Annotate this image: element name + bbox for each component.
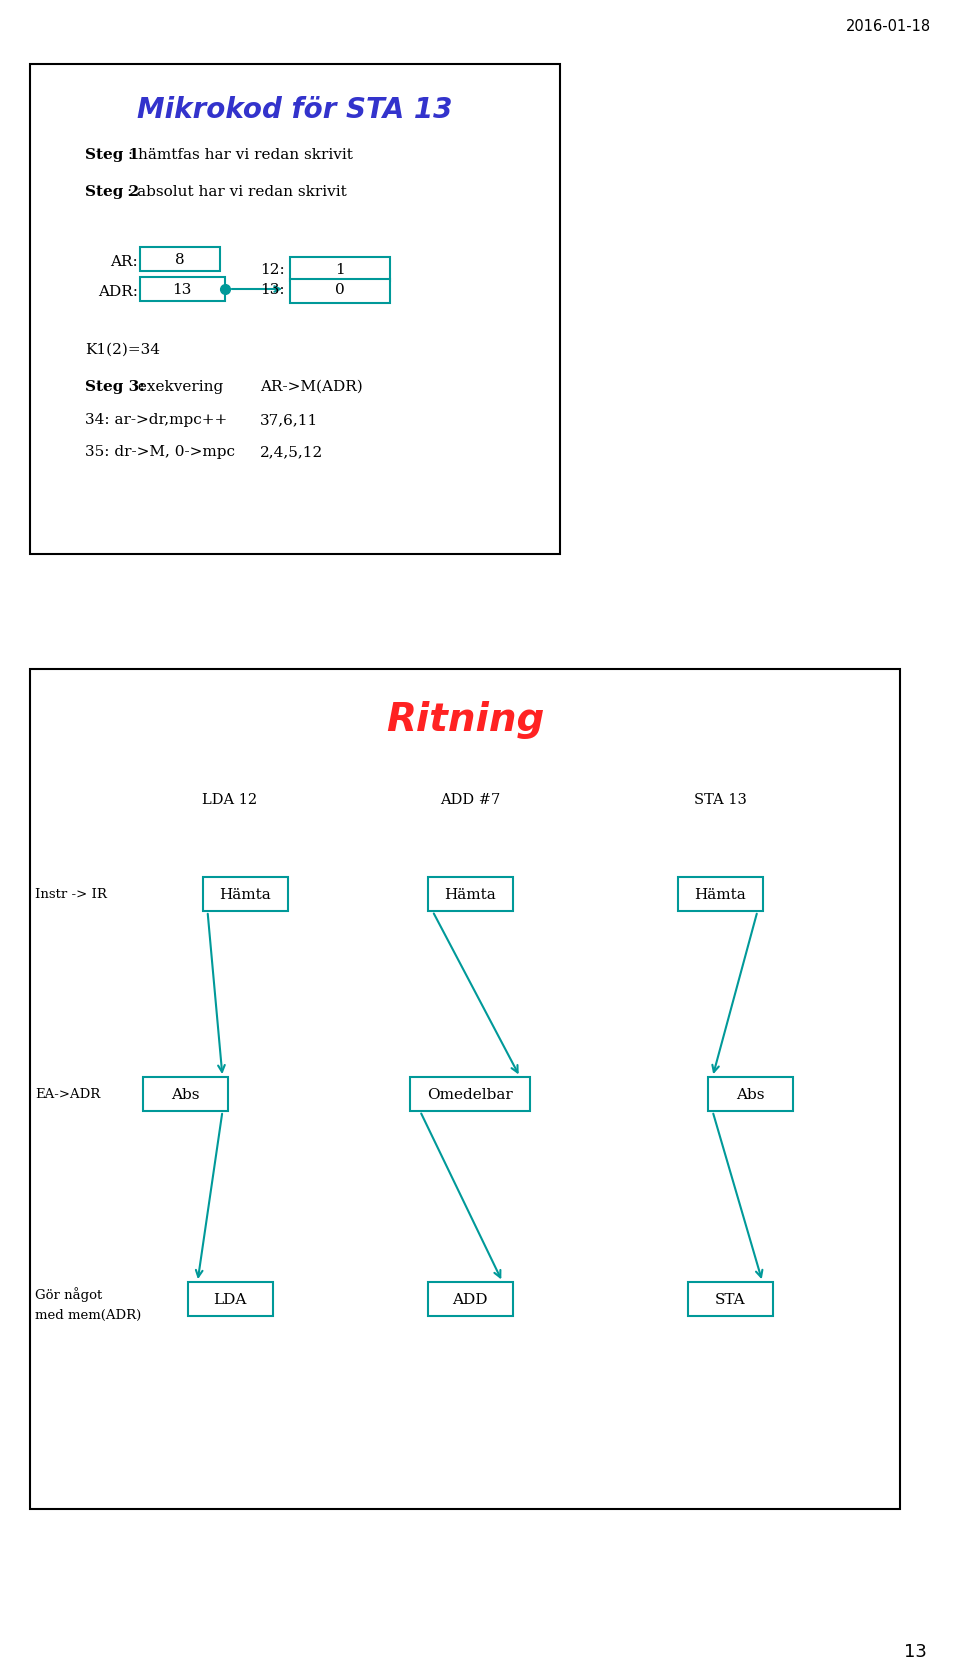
Text: Abs: Abs [171, 1087, 200, 1101]
Bar [203, 877, 287, 912]
Bar [410, 1077, 530, 1111]
Text: 37,6,11: 37,6,11 [260, 413, 319, 427]
Text: 13: 13 [172, 283, 192, 296]
Bar [140, 278, 225, 301]
Bar [687, 1282, 773, 1317]
Bar [142, 1077, 228, 1111]
Text: 34: ar->dr,mpc++: 34: ar->dr,mpc++ [85, 413, 228, 427]
Text: med mem(ADR): med mem(ADR) [35, 1308, 141, 1320]
Text: 2016-01-18: 2016-01-18 [846, 18, 931, 33]
Text: K1(2)=34: K1(2)=34 [85, 343, 160, 356]
Text: Mikrokod för STA 13: Mikrokod för STA 13 [137, 95, 453, 124]
Text: 8: 8 [175, 253, 185, 266]
Bar [290, 279, 390, 304]
Text: AR:: AR: [110, 254, 138, 269]
Text: exekvering: exekvering [133, 380, 224, 393]
Text: : hämtfas har vi redan skrivit: : hämtfas har vi redan skrivit [123, 147, 353, 162]
Bar [427, 877, 513, 912]
Text: 2,4,5,12: 2,4,5,12 [260, 445, 324, 458]
Text: Hämta: Hämta [219, 887, 271, 902]
Bar [427, 1282, 513, 1317]
Text: Instr -> IR: Instr -> IR [35, 888, 107, 902]
Text: Steg 1: Steg 1 [85, 147, 139, 162]
Bar [187, 1282, 273, 1317]
Text: 13: 13 [903, 1641, 926, 1660]
Text: Omedelbar: Omedelbar [427, 1087, 513, 1101]
Text: EA->ADR: EA->ADR [35, 1087, 100, 1101]
Text: 35: dr->M, 0->mpc: 35: dr->M, 0->mpc [85, 445, 235, 458]
Text: 1: 1 [335, 263, 345, 276]
Text: ADR:: ADR: [98, 284, 138, 299]
Text: Hämta: Hämta [694, 887, 746, 902]
Text: 13:: 13: [260, 283, 285, 296]
Text: LDA: LDA [213, 1292, 247, 1307]
Text: Steg 3:: Steg 3: [85, 380, 145, 393]
Text: STA 13: STA 13 [693, 793, 747, 806]
Text: 12:: 12: [260, 263, 285, 276]
Text: Abs: Abs [735, 1087, 764, 1101]
Text: Hämta: Hämta [444, 887, 496, 902]
Text: LDA 12: LDA 12 [203, 793, 257, 806]
Text: ADD: ADD [452, 1292, 488, 1307]
Bar [708, 1077, 793, 1111]
Text: AR->M(ADR): AR->M(ADR) [260, 380, 363, 393]
Text: Gör något: Gör något [35, 1287, 103, 1302]
Text: STA: STA [714, 1292, 745, 1307]
Bar [290, 258, 390, 281]
Text: ADD #7: ADD #7 [440, 793, 500, 806]
Bar [140, 248, 220, 271]
Text: Steg 2: Steg 2 [85, 186, 139, 199]
Text: : absolut har vi redan skrivit: : absolut har vi redan skrivit [127, 186, 347, 199]
Text: Ritning: Ritning [386, 701, 544, 738]
Bar [678, 877, 762, 912]
Text: 0: 0 [335, 283, 345, 296]
